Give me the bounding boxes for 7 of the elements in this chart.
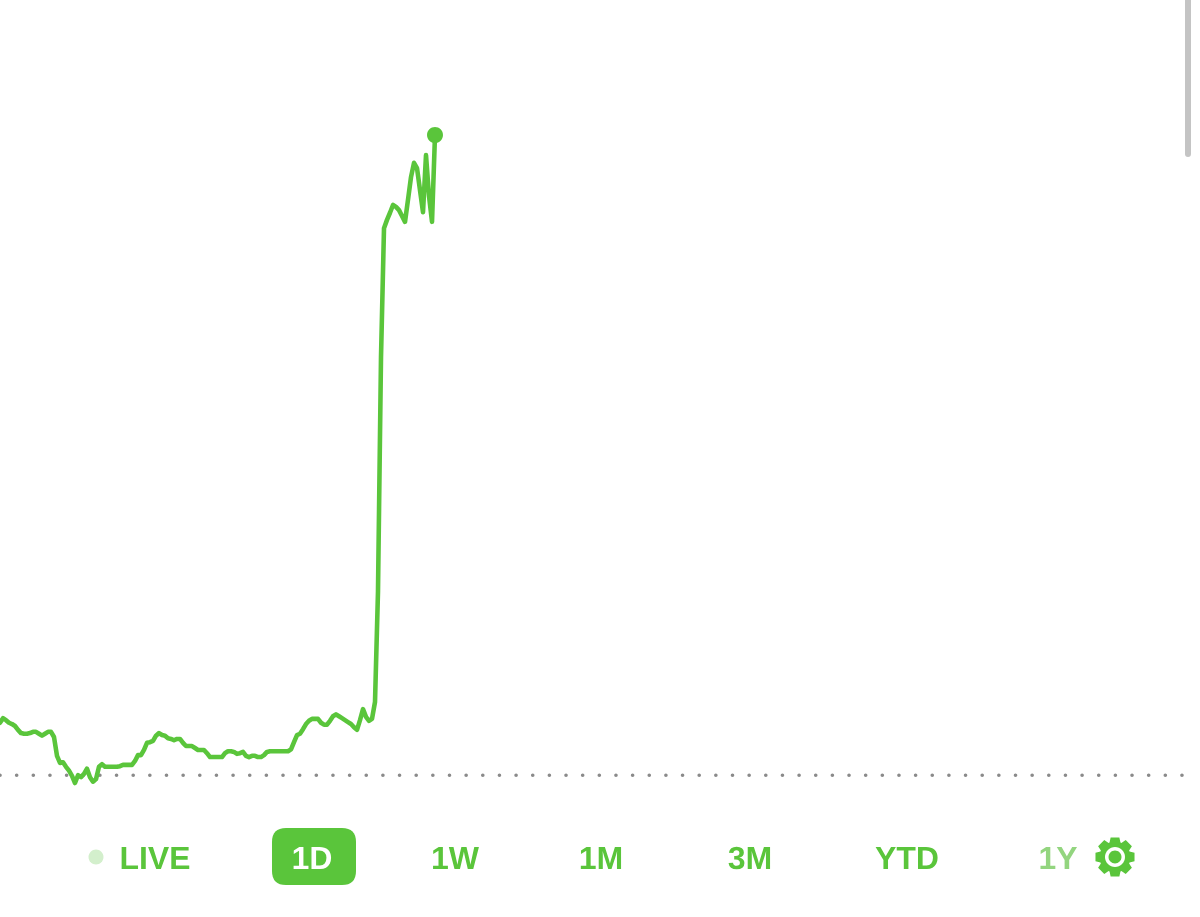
- text: 3M: [728, 846, 771, 870]
- text: YTD: [875, 847, 938, 869]
- text: 1M: [580, 847, 622, 869]
- text: 1D: [293, 847, 332, 869]
- text: LIVE: [121, 847, 190, 869]
- text: 1W: [433, 847, 479, 869]
- text: 1Y: [1040, 847, 1078, 869]
